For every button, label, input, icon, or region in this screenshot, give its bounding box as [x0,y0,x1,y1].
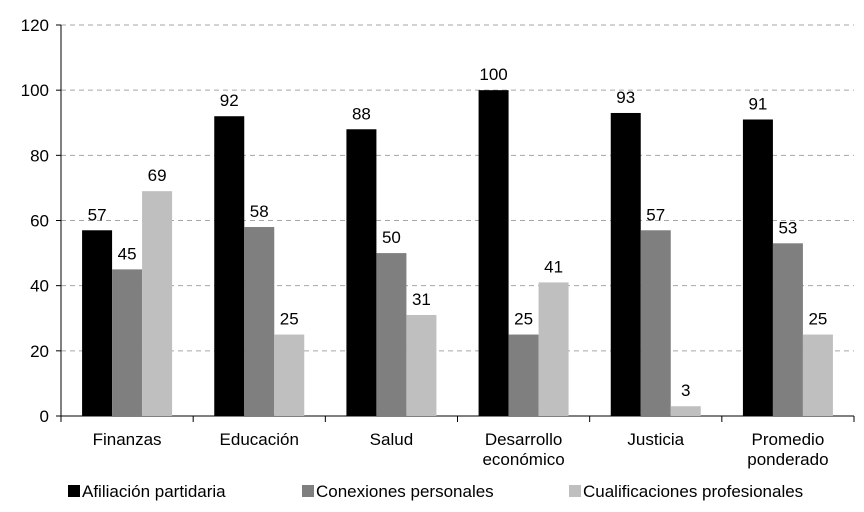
y-tick-label: 100 [21,81,49,100]
bar [214,116,245,416]
data-label: 50 [382,228,401,247]
legend-label: Cualificaciones profesionales [583,482,803,501]
bar [538,282,569,416]
data-label: 88 [352,104,371,123]
x-tick-label: Desarrollo [485,430,562,449]
data-label: 25 [280,310,299,329]
legend-label: Afiliación partidaria [82,482,226,501]
y-tick-label: 80 [30,146,49,165]
y-tick-label: 20 [30,342,49,361]
x-tick-label: Finanzas [93,430,162,449]
bar [406,314,437,416]
data-label: 41 [544,257,563,276]
y-tick-label: 120 [21,16,49,35]
bar [478,90,509,417]
y-tick-label: 40 [30,277,49,296]
x-tick-label: Justicia [627,430,684,449]
data-label: 53 [778,218,797,237]
x-tick-label: económico [482,450,564,469]
legend-swatch [302,485,314,497]
bar [742,119,773,416]
bar [772,243,803,416]
data-label: 25 [808,310,827,329]
data-label: 92 [220,91,239,110]
bar [508,334,539,416]
bar [112,269,143,416]
x-tick-label: Promedio [752,430,825,449]
y-tick-label: 60 [30,212,49,231]
bar [376,253,407,416]
data-label: 3 [681,381,690,400]
data-label: 57 [646,205,665,224]
bar [82,230,113,416]
bar [142,191,173,416]
data-label: 45 [118,244,137,263]
data-label: 100 [479,65,507,84]
legend-swatch [569,485,581,497]
data-label: 93 [616,88,635,107]
x-tick-label: ponderado [747,450,828,469]
data-label: 31 [412,290,431,309]
bar [610,112,641,416]
bar [640,230,671,416]
legend-label: Conexiones personales [316,482,494,501]
x-tick-label: Educación [220,430,299,449]
bar [670,406,701,416]
bar [274,334,305,416]
x-tick-label: Salud [370,430,413,449]
bar [244,227,275,416]
y-tick-label: 0 [40,407,49,426]
data-label: 69 [148,166,167,185]
data-label: 91 [748,94,767,113]
bar [802,334,833,416]
bar [346,129,377,416]
data-label: 25 [514,310,533,329]
data-label: 57 [88,205,107,224]
legend-swatch [68,485,80,497]
data-label: 58 [250,202,269,221]
